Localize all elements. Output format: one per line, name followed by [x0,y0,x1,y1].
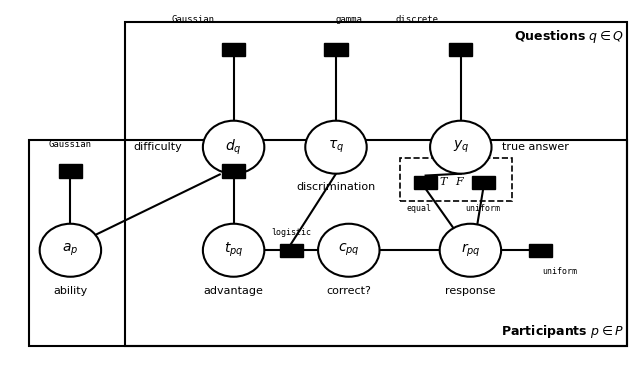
Bar [324,43,348,56]
Text: $t_{pq}$: $t_{pq}$ [224,241,243,259]
Ellipse shape [305,121,367,174]
Ellipse shape [203,121,264,174]
Text: ability: ability [53,286,88,296]
Text: gamma: gamma [336,15,363,24]
Ellipse shape [40,224,101,277]
Text: $y_q$: $y_q$ [452,139,469,155]
Text: $a_p$: $a_p$ [62,242,79,258]
Text: $d_q$: $d_q$ [225,138,242,157]
Text: uniform: uniform [543,267,577,276]
Text: $\tau_q$: $\tau_q$ [328,139,344,155]
Bar [222,43,245,56]
Bar [449,43,472,56]
Ellipse shape [440,224,501,277]
Text: correct?: correct? [326,286,371,296]
Text: Gaussian: Gaussian [49,140,92,149]
Text: discrimination: discrimination [296,182,376,192]
Text: $c_{pq}$: $c_{pq}$ [338,242,360,258]
Text: logistic: logistic [271,229,311,237]
Text: difficulty: difficulty [134,142,182,152]
Bar [472,176,495,189]
Ellipse shape [430,121,492,174]
Bar [280,244,303,257]
Text: true answer: true answer [502,142,569,152]
Bar [59,164,82,178]
Text: $r_{pq}$: $r_{pq}$ [461,241,480,259]
Bar [400,158,512,201]
Bar [529,244,552,257]
Bar [29,140,627,346]
Text: T: T [439,177,447,187]
Text: Participants $p \in P$: Participants $p \in P$ [501,323,624,340]
Ellipse shape [318,224,380,277]
Text: Questions $q \in Q$: Questions $q \in Q$ [514,28,624,45]
Text: equal: equal [406,204,432,213]
Text: response: response [445,286,495,296]
Text: F: F [456,177,463,187]
Bar [125,22,627,346]
Text: discrete: discrete [396,15,438,24]
Ellipse shape [203,224,264,277]
Bar [222,164,245,178]
Text: diff: diff [223,140,244,149]
Text: Gaussian: Gaussian [172,15,214,24]
Bar [414,176,437,189]
Text: advantage: advantage [204,286,264,296]
Text: uniform: uniform [466,204,500,213]
